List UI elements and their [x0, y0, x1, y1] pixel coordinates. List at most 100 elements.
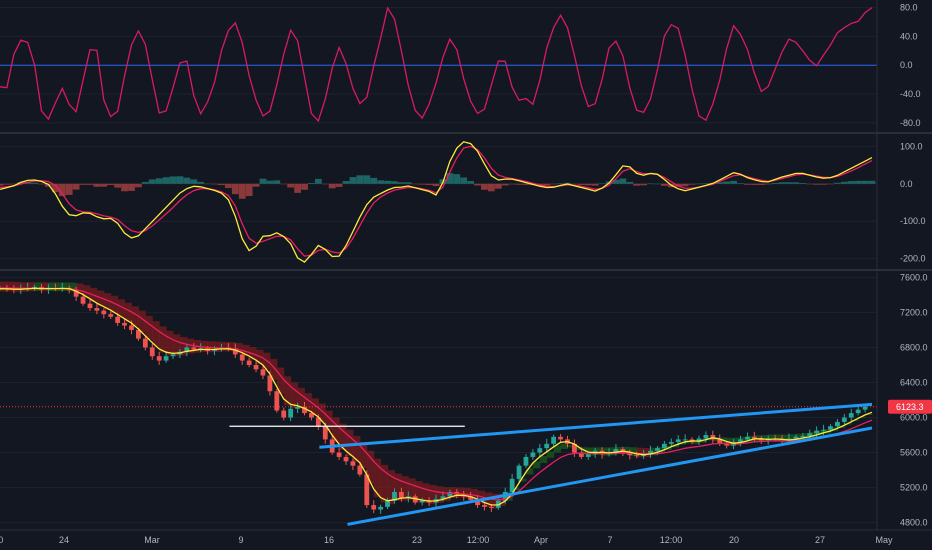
candle-body: [468, 496, 474, 500]
y-tick-label: 4800.0: [900, 518, 928, 528]
histogram-bar: [792, 182, 800, 184]
candle-body: [703, 435, 709, 439]
histogram-bar: [730, 180, 737, 184]
histogram-bar: [266, 180, 274, 184]
candle-body: [655, 448, 660, 451]
x-tick-label: 20: [729, 535, 739, 545]
x-tick-label: Apr: [534, 535, 548, 545]
histogram-bar: [508, 183, 516, 185]
histogram-bar: [169, 176, 177, 184]
candle-body: [412, 496, 418, 503]
candle-body: [392, 491, 397, 501]
histogram-bar: [176, 176, 184, 184]
histogram-bar: [716, 182, 724, 184]
cloud-segment: [408, 478, 416, 500]
x-tick-label: Mar: [144, 535, 160, 545]
candle-body: [848, 413, 854, 418]
y-tick-label: 0.0: [900, 179, 913, 189]
histogram-bar: [356, 175, 364, 184]
candle-body: [558, 436, 563, 440]
oscillator-line: [0, 6, 873, 123]
histogram-bar: [654, 183, 661, 185]
candle-body: [696, 438, 702, 443]
histogram-bar: [737, 183, 744, 184]
cloud-segment: [387, 470, 395, 505]
candle-body: [253, 364, 259, 370]
candle-body: [834, 421, 840, 427]
cloud-segment: [352, 435, 361, 462]
cloud-segment: [332, 417, 340, 443]
candle-body: [315, 417, 321, 427]
candle-body: [274, 391, 280, 411]
candle-body: [821, 429, 826, 431]
cloud-segment: [643, 447, 652, 458]
cloud-segment: [574, 446, 582, 450]
candle-body: [661, 443, 667, 449]
cloud-segment: [0, 281, 8, 292]
cloud-segment: [415, 481, 423, 503]
candle-body: [475, 499, 480, 506]
candle-body: [668, 442, 674, 444]
x-tick-label: 16: [324, 535, 334, 545]
cloud-segment: [519, 478, 527, 482]
histogram-bar: [868, 180, 876, 184]
oscillator-panel-2: 100.0 0.0 -100.0 -200.0: [0, 141, 926, 264]
candle-body: [862, 406, 868, 410]
histogram-bar: [571, 183, 578, 185]
cloud-segment: [145, 315, 153, 340]
candle-body: [751, 436, 757, 439]
cloud-segment: [678, 442, 686, 445]
candle-body: [530, 452, 536, 457]
histogram-bar: [425, 183, 433, 185]
cloud-segment: [401, 476, 409, 501]
cloud-segment: [463, 488, 472, 499]
channel-upper-line: [319, 402, 873, 449]
histogram-bar: [211, 183, 218, 185]
candle-body: [357, 465, 363, 475]
candle-body: [322, 426, 328, 440]
histogram-bar: [204, 183, 212, 185]
slow-line: [0, 145, 873, 257]
histogram-bar: [619, 178, 627, 184]
histogram-bar: [114, 183, 122, 188]
candle-body: [336, 452, 342, 457]
cloud-segment: [788, 434, 797, 443]
cloud-segment: [629, 447, 638, 457]
candle-body: [32, 287, 38, 289]
y-tick-label: 100.0: [900, 141, 923, 151]
candle-body: [675, 439, 681, 443]
cloud-segment: [276, 367, 285, 394]
cloud-segment: [449, 487, 458, 499]
cloud-segment: [685, 441, 693, 444]
x-tick-label: 12:00: [467, 535, 490, 545]
cloud-segment: [159, 326, 167, 353]
histogram-bar: [287, 183, 295, 188]
cloud-segment: [456, 487, 465, 498]
cloud-segment: [69, 282, 77, 292]
histogram-bar: [280, 183, 288, 185]
y-tick-label: -40.0: [900, 89, 921, 99]
candle-body: [447, 491, 453, 497]
cloud-segment: [436, 486, 444, 503]
cloud-segment: [615, 446, 624, 454]
histogram-bar: [820, 183, 827, 185]
histogram-bar: [771, 182, 779, 184]
histogram-bar: [640, 183, 648, 186]
histogram-bar: [321, 183, 329, 185]
cloud-segment: [795, 433, 804, 441]
candle-body: [516, 465, 522, 479]
candle-body: [101, 310, 107, 315]
histogram-bar: [564, 182, 571, 184]
cloud-segment: [55, 282, 63, 292]
y-tick-label: 6400.0: [900, 377, 928, 387]
candle-body: [73, 289, 79, 297]
cloud-segment: [525, 468, 534, 475]
candle-body: [87, 303, 93, 309]
histogram-bar: [58, 183, 66, 197]
cloud-segment: [297, 387, 306, 409]
panel-separators: [0, 0, 932, 530]
histogram-bar: [273, 180, 281, 184]
histogram-bar: [335, 183, 343, 187]
candle-body: [738, 439, 743, 443]
